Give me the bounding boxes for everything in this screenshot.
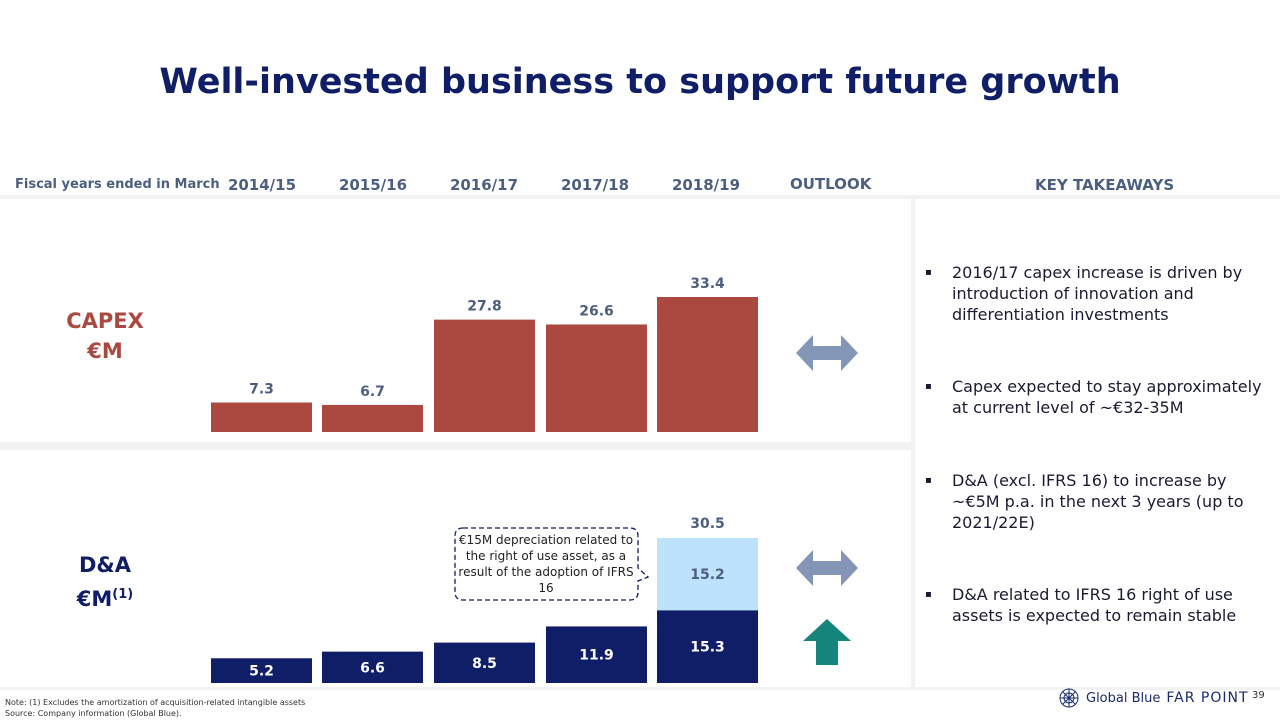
da-label-line1: D&A (79, 553, 131, 577)
da-bar-2017/18 (546, 626, 647, 683)
da-total-label: 30.5 (690, 516, 725, 532)
da-bar-2015/16 (322, 651, 423, 683)
up-arrow-icon (803, 619, 851, 665)
bullet-icon: ▪ (925, 589, 932, 600)
footer-divider (0, 687, 1280, 690)
logo-brand: Global Blue (1086, 690, 1161, 706)
da-bar-2018/19 (657, 610, 758, 683)
capex-label: CAPEX €M (50, 306, 160, 366)
capex-bar-2015/16 (322, 404, 423, 432)
year-header-2018: 2018/19 (671, 176, 741, 194)
takeaway-text: D&A related to IFRS 16 right of use asse… (952, 585, 1237, 625)
da-ifrs16-bar-2018/19 (657, 538, 758, 611)
callout-bubble (454, 527, 650, 601)
da-bar-2016/17 (434, 642, 535, 683)
bullet-icon: ▪ (925, 475, 932, 486)
footnote: Note: (1) Excludes the amortization of a… (5, 697, 305, 719)
page-title: Well-invested business to support future… (159, 62, 1121, 102)
logo-product: FAR POINT (1166, 690, 1249, 706)
capex-bar-2018/19 (657, 297, 758, 432)
capex-value-label: 6.7 (360, 384, 385, 400)
global-blue-logo-icon (1059, 688, 1079, 708)
capex-value-label: 27.8 (467, 299, 502, 315)
logo: Global Blue FAR POINT (1058, 686, 1249, 710)
capex-bar-2016/17 (434, 319, 535, 432)
da-footnote-marker: (1) (112, 587, 134, 602)
capex-bar-2014/15 (211, 402, 312, 432)
fiscal-years-label: Fiscal years ended in March (15, 177, 220, 192)
da-label: D&A €M(1) (50, 550, 160, 614)
capex-value-label: 26.6 (579, 303, 614, 319)
capex-value-label: 33.4 (690, 276, 725, 292)
year-header-2017: 2017/18 (560, 176, 630, 194)
double-arrow-icon (796, 335, 858, 371)
footnote-source: Source: Company information (Global Blue… (5, 709, 182, 718)
da-label-line2: €M(1) (76, 587, 134, 611)
footnote-note: Note: (1) Excludes the amortization of a… (5, 698, 306, 707)
outlook-header: OUTLOOK (790, 175, 872, 193)
takeaway-text: D&A (excl. IFRS 16) to increase by ~€5M … (952, 471, 1244, 532)
capex-value-label: 7.3 (249, 381, 274, 397)
da-value-label: 6.6 (360, 660, 385, 676)
ifrs16-callout: €15M depreciation related to the right o… (458, 533, 634, 595)
bullet-icon: ▪ (925, 381, 932, 392)
double-arrow-icon (796, 550, 858, 586)
year-header-2015: 2015/16 (338, 176, 408, 194)
takeaway-text: Capex expected to stay approximately at … (952, 377, 1262, 417)
row-divider (0, 442, 911, 450)
year-header-2014: 2014/15 (227, 176, 297, 194)
capex-label-line1: CAPEX (66, 309, 144, 333)
da-value-label: 11.9 (579, 648, 614, 664)
da-value-label: 5.2 (249, 664, 274, 680)
da-value-label: 15.3 (690, 640, 725, 656)
takeaway-3: ▪ D&A (excl. IFRS 16) to increase by ~€5… (925, 470, 1270, 533)
takeaway-2: ▪ Capex expected to stay approximately a… (925, 376, 1270, 418)
capex-bar-2017/18 (546, 324, 647, 432)
da-bar-2014/15 (211, 658, 312, 683)
takeaway-4: ▪ D&A related to IFRS 16 right of use as… (925, 584, 1270, 626)
da-value-label: 8.5 (472, 656, 497, 672)
year-header-2016: 2016/17 (449, 176, 519, 194)
column-divider (911, 199, 915, 688)
header-divider (0, 195, 1280, 199)
page-number: 39 (1252, 690, 1265, 701)
key-takeaways-header: KEY TAKEAWAYS (1035, 176, 1175, 194)
takeaway-1: ▪ 2016/17 capex increase is driven by in… (925, 262, 1270, 325)
takeaway-text: 2016/17 capex increase is driven by intr… (952, 263, 1243, 324)
da-ifrs16-value-label: 15.2 (690, 567, 725, 583)
bullet-icon: ▪ (925, 267, 932, 278)
capex-label-line2: €M (87, 339, 123, 363)
